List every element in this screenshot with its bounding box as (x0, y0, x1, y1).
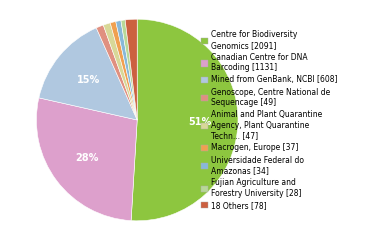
Wedge shape (103, 23, 137, 120)
Wedge shape (39, 28, 137, 120)
Text: 51%: 51% (188, 117, 211, 127)
Wedge shape (131, 19, 238, 221)
Wedge shape (96, 25, 137, 120)
Wedge shape (110, 22, 137, 120)
Text: 15%: 15% (77, 75, 101, 85)
Text: 28%: 28% (76, 153, 99, 162)
Wedge shape (36, 98, 137, 221)
Wedge shape (125, 19, 137, 120)
Wedge shape (121, 20, 137, 120)
Legend: Centre for Biodiversity
Genomics [2091], Canadian Centre for DNA
Barcoding [1131: Centre for Biodiversity Genomics [2091],… (200, 29, 339, 211)
Wedge shape (116, 21, 137, 120)
